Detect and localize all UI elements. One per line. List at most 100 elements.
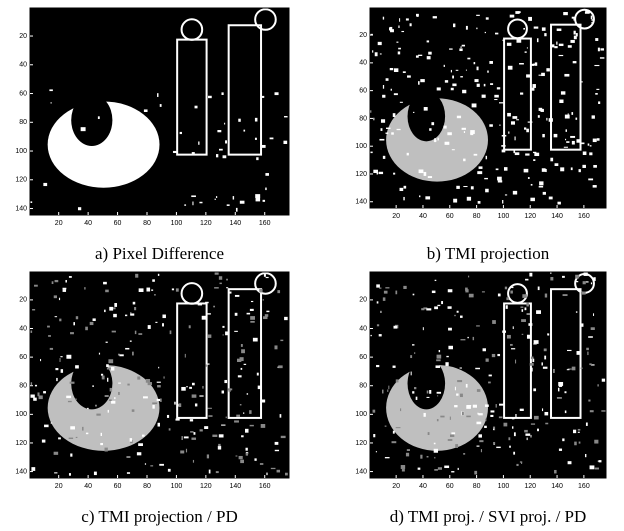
speckle xyxy=(494,95,498,98)
speckle xyxy=(396,42,398,43)
speckle xyxy=(68,401,72,402)
speckle xyxy=(463,453,465,455)
speckle xyxy=(434,469,438,471)
speckle xyxy=(531,128,532,130)
speckle xyxy=(266,311,269,312)
speckle xyxy=(470,130,475,134)
speckle xyxy=(275,450,279,451)
speckle xyxy=(407,449,410,451)
speckle xyxy=(283,141,287,144)
speckle xyxy=(147,161,149,165)
x-tick-label: 140 xyxy=(229,220,241,227)
speckle xyxy=(524,430,528,433)
speckle xyxy=(584,272,588,276)
speckle xyxy=(376,284,380,287)
speckle xyxy=(82,177,84,179)
speckle xyxy=(484,178,488,179)
speckle xyxy=(87,408,89,409)
speckle xyxy=(218,446,221,450)
speckle xyxy=(205,302,209,303)
speckle xyxy=(421,308,424,310)
speckle xyxy=(135,274,138,278)
speckle xyxy=(554,134,558,137)
speckle xyxy=(270,138,274,140)
speckle xyxy=(424,172,427,176)
speckle xyxy=(82,427,83,431)
speckle xyxy=(525,51,527,52)
speckle xyxy=(202,316,206,320)
speckle xyxy=(31,382,32,385)
speckle xyxy=(274,345,277,349)
speckle xyxy=(104,310,106,312)
speckle xyxy=(445,80,448,83)
speckle xyxy=(596,89,599,90)
y-tick-label: 40 xyxy=(359,60,367,67)
speckle xyxy=(382,390,383,394)
speckle xyxy=(107,378,108,382)
speckle xyxy=(400,408,401,411)
speckle xyxy=(532,84,535,88)
speckle xyxy=(176,288,179,291)
speckle xyxy=(385,457,390,458)
speckle xyxy=(436,359,440,361)
speckle xyxy=(511,287,513,288)
speckle xyxy=(590,410,594,412)
speckle xyxy=(583,151,587,155)
image-panel xyxy=(370,8,606,208)
speckle xyxy=(379,334,382,336)
speckle xyxy=(496,404,497,408)
speckle xyxy=(476,325,480,326)
speckle xyxy=(437,87,441,90)
speckle xyxy=(528,122,533,123)
speckle xyxy=(526,303,528,307)
speckle xyxy=(82,171,84,173)
speckle xyxy=(246,453,248,456)
speckle xyxy=(100,443,103,445)
x-tick-label: 80 xyxy=(473,213,481,220)
speckle xyxy=(192,394,197,397)
speckle xyxy=(522,294,526,298)
speckle xyxy=(448,306,452,309)
speckle xyxy=(238,375,242,377)
speckle xyxy=(386,128,390,129)
speckle xyxy=(525,153,529,155)
speckle xyxy=(593,185,597,188)
speckle xyxy=(585,454,586,457)
speckle xyxy=(152,405,154,409)
speckle xyxy=(43,391,46,393)
speckle xyxy=(259,289,262,293)
speckle xyxy=(438,138,439,141)
speckle xyxy=(519,63,524,64)
speckle xyxy=(434,449,438,453)
speckle xyxy=(437,355,442,359)
speckle xyxy=(594,440,598,444)
speckle xyxy=(574,31,576,35)
speckle xyxy=(49,89,52,91)
y-tick-label: 80 xyxy=(19,119,27,126)
speckle xyxy=(256,198,261,202)
speckle xyxy=(476,422,481,425)
speckle xyxy=(454,405,457,407)
speckle xyxy=(588,400,590,402)
speckle xyxy=(434,457,435,459)
speckle xyxy=(534,27,539,29)
speckle xyxy=(90,322,94,325)
speckle xyxy=(556,42,557,45)
speckle xyxy=(456,393,458,395)
x-tick-label: 20 xyxy=(392,483,400,490)
x-tick-label: 140 xyxy=(229,483,241,490)
speckle xyxy=(486,156,487,159)
speckle xyxy=(265,173,269,176)
speckle xyxy=(221,425,225,426)
speckle xyxy=(376,451,377,452)
speckle xyxy=(586,281,589,282)
speckle xyxy=(436,365,440,368)
speckle xyxy=(420,79,424,82)
speckle xyxy=(508,131,509,133)
speckle xyxy=(383,156,385,159)
speckle xyxy=(236,208,238,212)
speckle xyxy=(515,152,520,155)
speckle xyxy=(266,277,269,278)
speckle xyxy=(542,408,543,411)
speckle xyxy=(225,140,227,143)
